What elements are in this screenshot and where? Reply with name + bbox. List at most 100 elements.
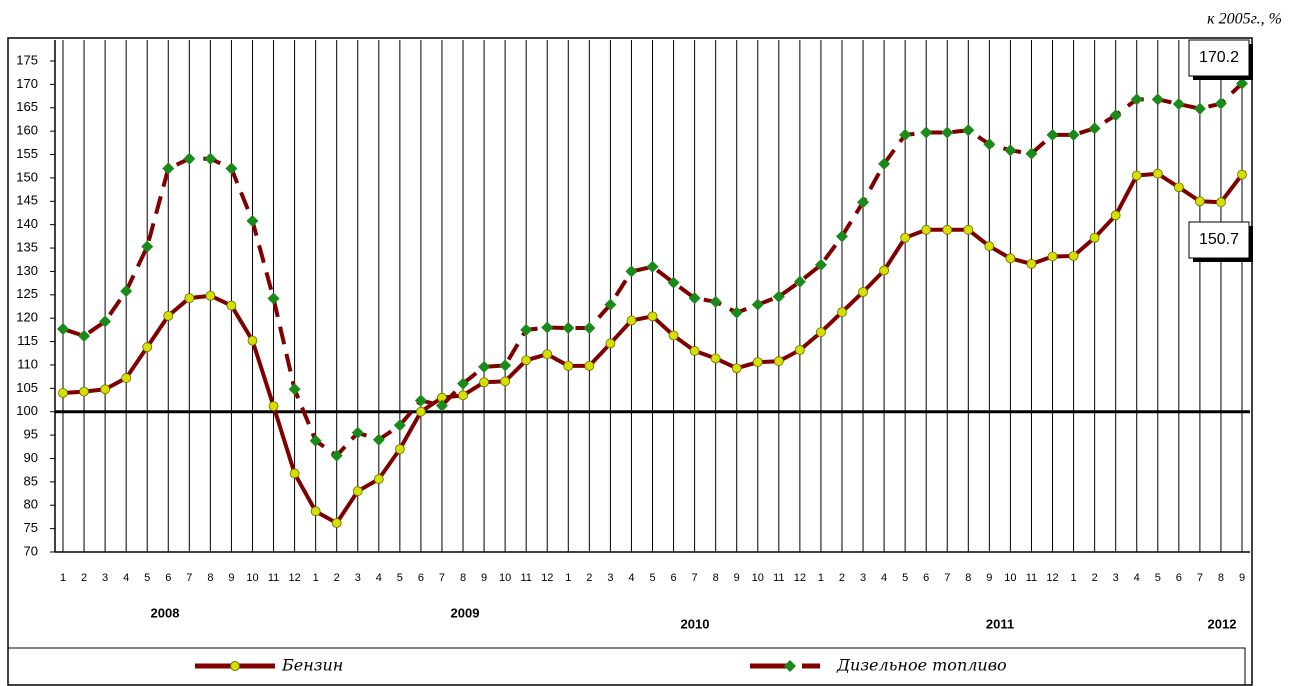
diamond-marker <box>204 152 217 165</box>
y-tick-label: 150 <box>16 169 38 184</box>
x-tick-label: 1 <box>1071 572 1077 584</box>
circle-marker <box>1089 232 1100 243</box>
year-label: 2011 <box>986 616 1014 631</box>
circle-marker <box>310 506 321 517</box>
diamond-marker <box>288 383 301 396</box>
x-tick-label: 5 <box>649 572 655 584</box>
circle-marker <box>858 287 868 297</box>
diamond-marker <box>99 315 112 328</box>
diamond-marker <box>435 399 448 412</box>
x-tick-label: 5 <box>1155 572 1161 584</box>
diamond-marker <box>1067 128 1080 141</box>
diamond-marker <box>1236 77 1248 90</box>
circle-marker <box>1216 197 1226 208</box>
y-tick-label: 95 <box>24 427 38 442</box>
diamond-marker <box>520 323 533 336</box>
y-tick-label: 130 <box>16 263 38 278</box>
y-tick-label: 70 <box>24 543 38 558</box>
x-tick-label: 10 <box>499 572 511 584</box>
x-tick-label: 8 <box>460 572 466 584</box>
circle-marker <box>500 376 511 387</box>
diamond-marker <box>414 394 427 407</box>
circle-marker <box>100 384 111 395</box>
diamond-marker <box>393 419 406 432</box>
diamond-marker <box>1151 93 1164 106</box>
circle-marker <box>373 474 384 484</box>
x-tick-label: 12 <box>288 572 300 584</box>
legend-label: Бензин <box>281 656 343 675</box>
diamond-marker <box>772 290 785 303</box>
diamond-marker <box>814 258 827 271</box>
x-tick-label: 6 <box>165 572 171 584</box>
diamond-marker <box>120 285 133 298</box>
circle-marker <box>605 338 616 349</box>
circle-marker <box>773 356 784 367</box>
diamond-marker <box>730 306 743 319</box>
x-tick-label: 3 <box>607 572 613 584</box>
diamond-marker <box>1025 147 1038 160</box>
annotation: 170.2 <box>1199 49 1239 66</box>
y-tick-label: 125 <box>16 286 38 301</box>
diamond-marker <box>562 322 575 335</box>
legend-box <box>7 647 1246 686</box>
year-label: 2009 <box>451 605 480 620</box>
diamond-marker <box>372 433 385 446</box>
diamond-marker <box>1214 97 1227 110</box>
diamond-marker <box>667 276 680 289</box>
y-tick-label: 175 <box>16 52 38 67</box>
circle-marker <box>984 241 995 252</box>
year-label: 2008 <box>151 605 180 620</box>
x-tick-label: 9 <box>481 572 487 584</box>
annotation: 150.7 <box>1199 231 1239 248</box>
x-tick-label: 10 <box>246 572 258 584</box>
x-tick-label: 6 <box>418 572 424 584</box>
circle-marker <box>1068 251 1079 261</box>
circle-marker <box>1047 251 1058 262</box>
x-tick-label: 1 <box>818 572 824 584</box>
x-tick-label: 10 <box>752 572 764 584</box>
circle-marker <box>710 353 721 364</box>
circle-marker <box>1237 169 1247 180</box>
y-tick-label: 85 <box>24 473 38 488</box>
y-tick-label: 155 <box>16 146 38 161</box>
diamond-marker <box>962 124 975 137</box>
x-tick-label: 4 <box>881 572 887 584</box>
y-tick-label: 120 <box>16 310 38 325</box>
legend-marker <box>230 661 240 671</box>
x-tick-label: 8 <box>207 572 213 584</box>
diamond-marker <box>541 321 554 334</box>
diamond-marker <box>878 157 891 170</box>
diamond-marker <box>899 128 912 141</box>
year-label: 2012 <box>1208 616 1237 631</box>
circle-marker <box>794 345 805 355</box>
x-tick-label: 11 <box>1026 572 1037 584</box>
diamond-marker <box>941 126 954 139</box>
diamond-marker <box>309 434 322 447</box>
diamond-marker <box>457 377 470 390</box>
circle-marker <box>752 357 763 368</box>
diamond-marker <box>920 126 933 139</box>
diamond-marker <box>330 449 343 462</box>
circle-marker <box>1173 182 1184 193</box>
circle-marker <box>816 327 826 338</box>
y-tick-label: 75 <box>24 520 38 535</box>
y-tick-label: 115 <box>17 333 38 348</box>
diamond-marker <box>478 360 491 373</box>
circle-marker <box>921 224 932 235</box>
circle-marker <box>331 518 342 528</box>
y-tick-label: 140 <box>16 216 38 231</box>
circle-marker <box>416 406 426 417</box>
circle-marker <box>1110 210 1121 221</box>
y-tick-label: 165 <box>16 99 38 114</box>
x-tick-label: 4 <box>376 572 382 584</box>
x-tick-label: 4 <box>123 572 129 584</box>
y-tick-label: 135 <box>16 239 38 254</box>
x-tick-label: 1 <box>60 572 66 584</box>
circle-marker <box>1005 253 1016 264</box>
circle-marker <box>458 390 468 401</box>
diamond-marker <box>646 260 659 273</box>
x-tick-label: 2 <box>839 572 845 584</box>
diamond-marker <box>709 295 722 308</box>
series-line <box>62 81 1244 458</box>
x-tick-label: 7 <box>1197 572 1203 584</box>
